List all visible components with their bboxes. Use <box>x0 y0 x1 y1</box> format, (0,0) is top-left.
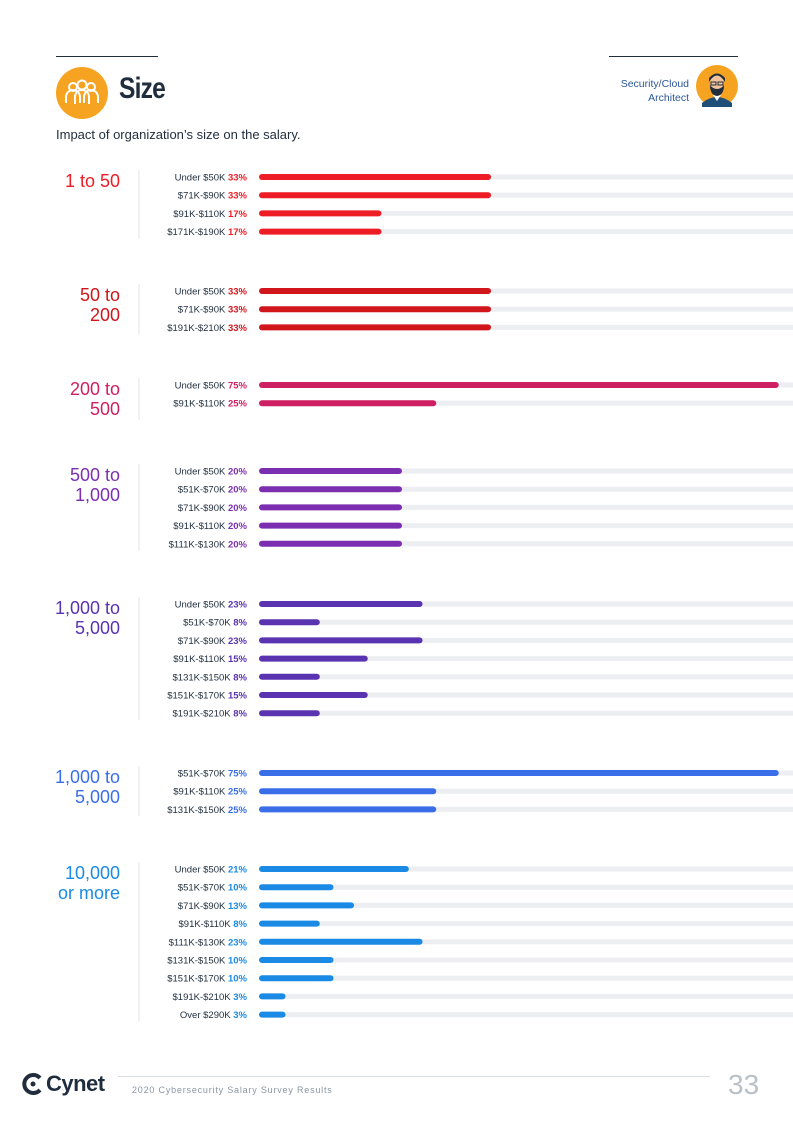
group-label: 500 <box>90 399 120 419</box>
bar-value-label: 3% <box>233 1010 247 1021</box>
group-label: 50 to <box>80 285 120 305</box>
bar-value-label: 8% <box>233 919 247 930</box>
bar-value-label: 10% <box>228 956 248 967</box>
bar-value-label: 25% <box>228 787 248 798</box>
brand-logo: Cynet <box>22 1071 105 1097</box>
bar-category-label: $71K-$90K 33% <box>178 191 248 202</box>
bar-value-label: 20% <box>228 539 248 550</box>
role-label: Security/Cloud Architect <box>621 77 689 105</box>
bar-value-label: 20% <box>228 467 248 478</box>
bar-category-label: Under $50K 75% <box>175 381 248 392</box>
group-label: 10,000 <box>65 863 120 883</box>
bar-category-label: $131K-$150K 8% <box>173 672 248 683</box>
bar-value-label: 33% <box>228 173 248 184</box>
bar-category-label: $91K-$110K 25% <box>173 399 247 410</box>
bar-category-label: $51K-$70K 75% <box>178 769 248 780</box>
bar-value-label: 33% <box>228 323 248 334</box>
group-label: 200 <box>90 305 120 325</box>
salary-by-size-chart: 1 to 50 Under $50K 33% $71K-$90K 33% $91K-$… <box>55 170 793 1022</box>
role-line-2: Architect <box>648 92 689 104</box>
group-label: or more <box>58 883 120 903</box>
bar-category-label: Under $50K 23% <box>175 600 248 611</box>
role-line-1: Security/Cloud <box>620 78 689 90</box>
bar-value-label: 33% <box>228 305 248 316</box>
group-label: 200 to <box>70 379 120 399</box>
bar-value-label: 20% <box>228 503 248 514</box>
bar-value-label: 33% <box>228 191 248 202</box>
bar-value-label: 8% <box>233 709 247 720</box>
bar-value-label: 3% <box>233 992 247 1003</box>
page-number: 33 <box>728 1069 760 1100</box>
bar-category-label: $111K-$130K 23% <box>169 937 248 948</box>
bar-value-label: 20% <box>228 521 248 532</box>
bar-category-label: $91K-$110K 17% <box>173 209 247 220</box>
group-label: 1 to 50 <box>65 171 120 191</box>
brand-name: Cynet <box>46 1071 105 1096</box>
cynet-logo-icon <box>22 1073 42 1095</box>
footer-report-title: 2020 Cybersecurity Salary Survey Results <box>132 1085 333 1095</box>
bar-value-label: 75% <box>228 769 248 780</box>
bar-category-label: $171K-$190K 17% <box>167 227 247 238</box>
bar-category-label: $151K-$170K 15% <box>167 691 247 702</box>
bar-category-label: Under $50K 33% <box>175 173 248 184</box>
group-label: 5,000 <box>75 787 120 807</box>
bar-value-label: 15% <box>228 654 248 665</box>
bar-value-label: 25% <box>228 399 248 410</box>
bar-category-label: $191K-$210K 33% <box>167 323 247 334</box>
group-label: 500 to <box>70 465 120 485</box>
bar-category-label: $131K-$150K 25% <box>167 805 247 816</box>
bar-category-label: $71K-$90K 33% <box>178 305 248 316</box>
bar-value-label: 33% <box>228 287 248 298</box>
group-label: 1,000 <box>75 485 120 505</box>
bar-value-label: 20% <box>228 485 248 496</box>
bar-category-label: $51K-$70K 20% <box>178 485 248 496</box>
bar-value-label: 75% <box>228 381 248 392</box>
chart-subtitle: Impact of organization’s size on the sal… <box>56 127 301 142</box>
bar-value-label: 23% <box>228 636 248 647</box>
bar-category-label: $131K-$150K 10% <box>167 956 247 967</box>
page-title: Size <box>119 72 166 105</box>
bar-category-label: $71K-$90K 20% <box>178 503 248 514</box>
bar-value-label: 8% <box>233 618 247 629</box>
bar-value-label: 21% <box>228 865 248 876</box>
bar-value-label: 15% <box>228 691 248 702</box>
bar-category-label: $191K-$210K 8% <box>173 709 248 720</box>
bar-category-label: $191K-$210K 3% <box>173 992 248 1003</box>
bar-value-label: 13% <box>228 901 248 912</box>
bar-value-label: 23% <box>228 600 248 611</box>
bar-category-label: Under $50K 33% <box>175 287 248 298</box>
bar-category-label: $51K-$70K 10% <box>178 883 248 894</box>
top-rule-left <box>56 56 158 57</box>
bar-category-label: $71K-$90K 23% <box>178 636 248 647</box>
group-label: 5,000 <box>75 618 120 638</box>
bar-value-label: 17% <box>228 209 248 220</box>
bar-value-label: 23% <box>228 937 248 948</box>
top-rule-right <box>609 56 738 57</box>
group-label: 1,000 to <box>55 767 120 787</box>
bar-category-label: Under $50K 20% <box>175 467 248 478</box>
bar-category-label: Under $50K 21% <box>175 865 248 876</box>
bar-value-label: 10% <box>228 883 248 894</box>
bar-value-label: 17% <box>228 227 248 238</box>
bar-value-label: 8% <box>233 672 247 683</box>
bar-category-label: $71K-$90K 13% <box>178 901 248 912</box>
footer-rule <box>118 1076 710 1077</box>
bar-category-label: $91K-$110K 8% <box>179 919 248 930</box>
bar-category-label: $111K-$130K 20% <box>169 539 248 550</box>
bar-category-label: $91K-$110K 20% <box>173 521 247 532</box>
bar-category-label: Over $290K 3% <box>180 1010 248 1021</box>
group-label: 1,000 to <box>55 598 120 618</box>
bar-category-label: $91K-$110K 15% <box>173 654 247 665</box>
bar-value-label: 25% <box>228 805 248 816</box>
people-icon <box>56 67 108 119</box>
bar-category-label: $91K-$110K 25% <box>173 787 247 798</box>
bar-category-label: $151K-$170K 10% <box>167 974 247 985</box>
architect-avatar-icon <box>696 65 738 107</box>
bar-category-label: $51K-$70K 8% <box>183 618 247 629</box>
bar-value-label: 10% <box>228 974 248 985</box>
